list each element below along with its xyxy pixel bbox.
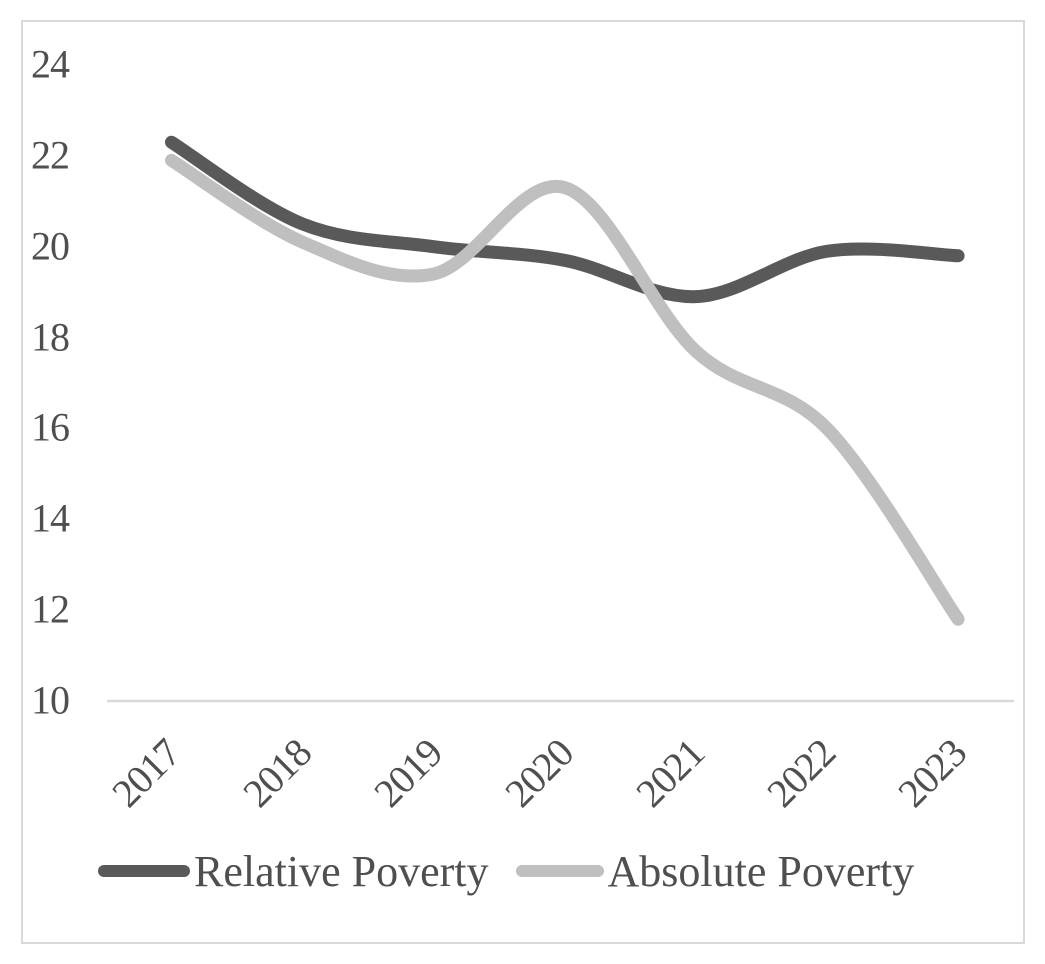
y-tick-label: 12 bbox=[31, 586, 70, 632]
series-line-relative-poverty bbox=[165, 135, 965, 304]
series-line-absolute-poverty bbox=[165, 153, 965, 626]
legend-swatch-absolute-poverty bbox=[515, 865, 604, 877]
legend: Relative Poverty Absolute Poverty bbox=[98, 843, 914, 899]
legend-label-absolute-poverty: Absolute Poverty bbox=[607, 846, 915, 896]
y-tick-label: 16 bbox=[31, 404, 70, 450]
y-tick-label: 14 bbox=[31, 495, 70, 541]
y-tick-label: 20 bbox=[31, 223, 70, 269]
y-tick-label: 24 bbox=[31, 41, 70, 87]
y-tick-label: 18 bbox=[31, 314, 70, 360]
legend-swatch-relative-poverty bbox=[98, 865, 190, 877]
y-tick-label: 22 bbox=[31, 132, 70, 178]
y-tick-label: 10 bbox=[31, 677, 70, 723]
legend-label-relative-poverty: Relative Poverty bbox=[194, 846, 489, 896]
